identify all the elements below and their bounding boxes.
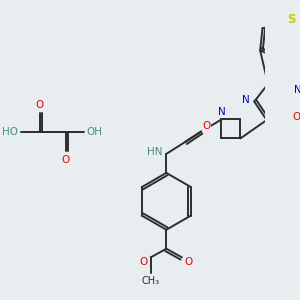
- Text: N: N: [294, 85, 300, 95]
- Text: HN: HN: [146, 147, 162, 157]
- Text: S: S: [287, 13, 296, 26]
- Text: N: N: [242, 95, 250, 105]
- Text: O: O: [203, 122, 211, 131]
- Text: N: N: [218, 107, 225, 117]
- Text: CH₃: CH₃: [142, 276, 160, 286]
- Text: HO: HO: [2, 128, 18, 137]
- Text: O: O: [292, 112, 300, 122]
- Text: O: O: [184, 256, 193, 267]
- Text: OH: OH: [86, 128, 102, 137]
- Text: O: O: [36, 100, 44, 110]
- Text: O: O: [61, 155, 70, 165]
- Text: O: O: [139, 256, 147, 267]
